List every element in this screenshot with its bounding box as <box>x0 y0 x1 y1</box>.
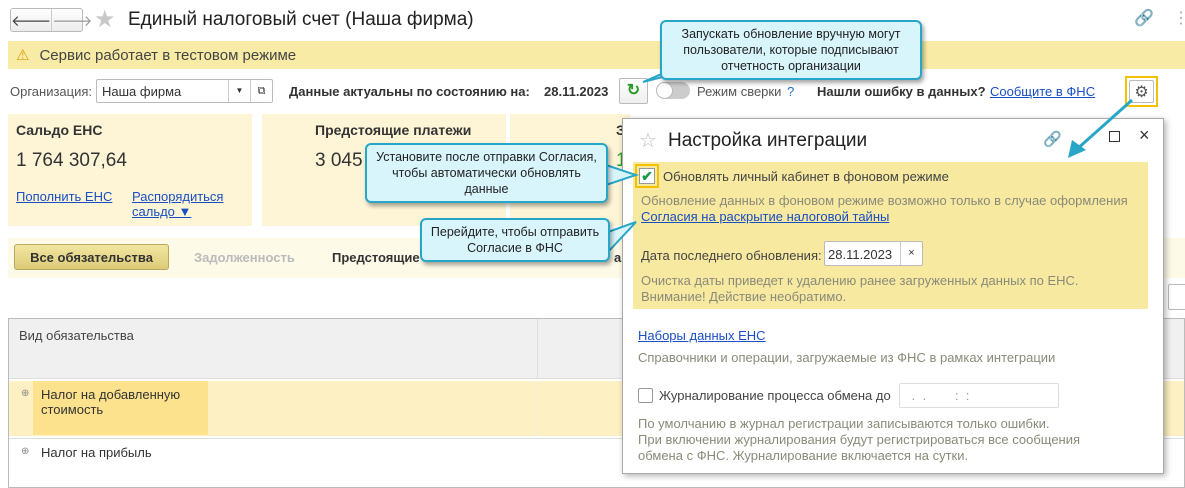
last-update-field[interactable]: 28.11.2023 × <box>824 241 923 266</box>
clear-warning: Внимание! Действие необратимо. <box>641 289 847 304</box>
tab-upcoming[interactable]: Предстоящие <box>332 249 420 265</box>
refresh-icon: ↻ <box>626 82 641 99</box>
report-error-link[interactable]: Сообщите в ФНС <box>990 84 1096 99</box>
org-value: Наша фирма <box>102 84 182 99</box>
more-icon[interactable]: ⋮ <box>1173 10 1185 27</box>
org-label: Организация: <box>10 84 93 99</box>
dropdown-icon[interactable]: ▼ <box>228 80 250 102</box>
org-select[interactable]: Наша фирма ▼ ⧉ <box>96 79 273 103</box>
manage-balance-link[interactable]: Распорядиться сальдо ▼ <box>132 189 224 219</box>
arrow <box>1075 98 1133 152</box>
top-up-link[interactable]: Пополнить ЕНС <box>16 189 113 204</box>
expand-icon[interactable]: ⊕ <box>21 446 30 457</box>
datasets-note: Справочники и операции, загружаемые из Ф… <box>638 350 1056 365</box>
help-icon[interactable]: ? <box>787 84 795 99</box>
refresh-callout: Запускать обновление вручную могут польз… <box>660 20 922 80</box>
log-note: По умолчанию в журнал регистрации записы… <box>638 416 1050 431</box>
logging-date-field[interactable]: . . : : <box>899 383 1059 408</box>
error-question: Нашли ошибку в данных? <box>817 84 986 99</box>
clear-note: Очистка даты приведет к удалению ранее з… <box>641 273 1079 288</box>
date-label: Данные актуальны по состоянию на: <box>289 84 530 99</box>
link-icon[interactable]: 🔗 <box>1134 10 1154 27</box>
tab-other[interactable]: а <box>614 249 622 265</box>
expand-icon[interactable]: ⊕ <box>21 388 30 399</box>
favorite-star-icon[interactable]: ☆ <box>639 130 657 152</box>
back-button[interactable]: 🡐 <box>11 12 52 30</box>
forward-button[interactable]: 🡒 <box>51 9 92 31</box>
logging-checkbox[interactable] <box>638 388 653 403</box>
card-value: 3 045 <box>315 150 363 171</box>
logging-label[interactable]: Журналирование процесса обмена до <box>659 388 891 403</box>
last-update-label: Дата последнего обновления: <box>641 248 822 263</box>
card-title: Сальдо ЕНС <box>16 122 103 138</box>
reconcile-label: Режим сверки <box>697 84 782 99</box>
integration-settings-dialog: ☆ Настройка интеграции 🔗 × ✔ Обновлять л… <box>622 118 1164 474</box>
log-note: При включении журналирования будут регис… <box>638 432 1081 447</box>
close-icon[interactable]: × <box>1139 125 1150 145</box>
bg-update-checkbox[interactable]: ✔ <box>635 164 659 188</box>
row-label: Налог на прибыль <box>41 445 152 460</box>
datasets-link[interactable]: Наборы данных ЕНС <box>638 328 766 343</box>
nav-buttons: 🡐 🡒 <box>10 8 92 32</box>
warning-bar: ⚠ Сервис работает в тестовом режиме <box>8 41 1185 69</box>
column-header[interactable]: Вид обязательства <box>19 328 134 343</box>
consent-link[interactable]: Согласия на раскрытие налоговой тайны <box>641 209 890 224</box>
favorite-star-icon[interactable]: ★ <box>94 6 116 33</box>
gear-icon: ⚙ <box>1129 80 1154 103</box>
maximize-icon[interactable] <box>1109 131 1120 142</box>
warning-text: Сервис работает в тестовом режиме <box>39 46 297 64</box>
tab-all[interactable]: Все обязательства <box>14 244 169 270</box>
reconcile-toggle[interactable] <box>656 82 690 99</box>
card-value: 1 <box>616 150 627 172</box>
page-title: Единый налоговый счет (Наша фирма) <box>128 9 474 30</box>
last-update-value: 28.11.2023 <box>828 247 893 262</box>
card-title: З <box>616 122 625 138</box>
consent-callout: Перейдите, чтобы отправить Согласие в ФН… <box>420 218 610 262</box>
open-icon[interactable]: ⧉ <box>250 80 272 102</box>
bg-note: Обновление данных в фоновом режиме возмо… <box>641 193 1128 208</box>
table-button[interactable] <box>1168 284 1185 310</box>
clear-icon[interactable]: × <box>900 242 922 265</box>
checkbox-callout: Установите после отправки Согласия, чтоб… <box>365 143 608 203</box>
row-label: Налог на добавленную стоимость <box>33 381 208 435</box>
warning-icon: ⚠ <box>16 47 30 64</box>
card-title: Предстоящие платежи <box>315 122 472 138</box>
check-icon: ✔ <box>639 168 655 184</box>
tab-debt[interactable]: Задолженность <box>194 249 295 265</box>
dialog-title: Настройка интеграции <box>668 130 868 151</box>
log-note: обмена с ФНС. Журналирование включается … <box>638 448 969 463</box>
settings-panel: ✔ Обновлять личный кабинет в фоновом реж… <box>633 162 1148 309</box>
settings-button[interactable]: ⚙ <box>1125 76 1158 107</box>
table-row[interactable]: ⊕ Налог на прибыль <box>9 438 1184 488</box>
balance-card: Сальдо ЕНС 1 764 307,64 Пополнить ЕНС Ра… <box>8 114 252 226</box>
link-icon[interactable]: 🔗 <box>1043 131 1062 148</box>
card-value: 1 764 307,64 <box>16 150 127 171</box>
bg-update-label[interactable]: Обновлять личный кабинет в фоновом режим… <box>663 169 949 184</box>
date-value: 28.11.2023 <box>544 84 609 99</box>
